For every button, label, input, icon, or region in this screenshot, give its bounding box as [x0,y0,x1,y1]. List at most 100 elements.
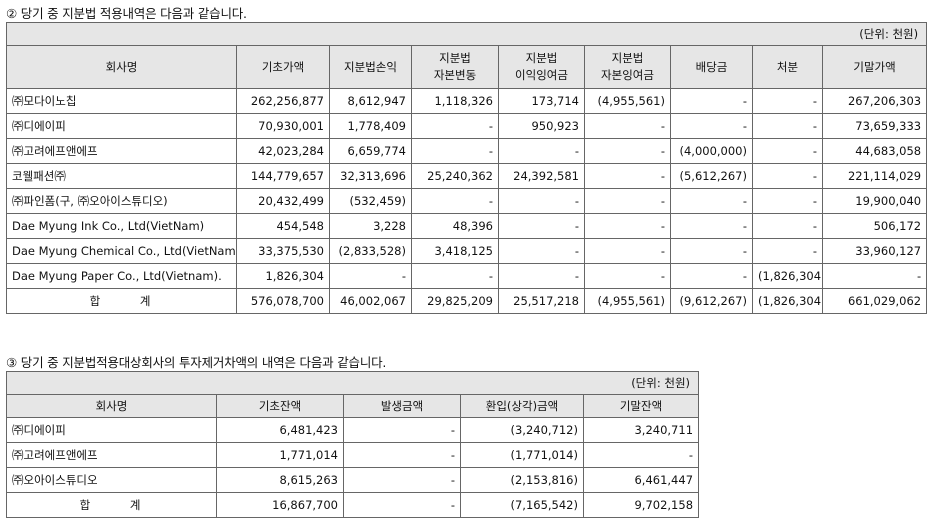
value-cell: 144,779,657 [236,163,330,189]
value-cell: - [343,467,461,493]
value-cell: (5,612,267) [670,163,753,189]
value-cell: 262,256,877 [236,88,330,114]
col-header-capital-surplus: 지분법 자본잉여금 [584,45,671,89]
value-cell: - [752,113,823,139]
value-cell: - [752,138,823,164]
unit-label: (단위: 천원) [5,22,928,46]
value-cell: - [498,188,585,214]
col-header-beginning-balance: 기초잔액 [216,394,344,418]
value-cell: 950,923 [498,113,585,139]
value-cell: - [752,238,823,264]
total-value-cell: 46,002,067 [329,288,412,314]
value-cell: 267,206,303 [821,88,928,114]
value-cell: 48,396 [411,213,499,239]
col-header-beginning: 기초가액 [236,45,330,89]
table-row: ㈜디에이피 70,930,001 1,778,409-950,923- - -73,65… [6,113,928,139]
total-value-cell: 29,825,209 [411,288,499,314]
value-cell: 6,461,447 [582,467,700,493]
value-cell: 42,023,284 [236,138,330,164]
value-cell: 454,548 [236,213,330,239]
col-header-disposal: 처분 [752,45,823,89]
col-header-reversal-amortization: 환입(상각)금액 [460,394,584,418]
table-row: ㈜고려에프앤에프 42,023,284 6,659,774- - - (4,000,000… [6,138,928,164]
value-cell: (4,955,561) [584,88,671,114]
table-row: ㈜오아이스튜디오 8,615,263- (2,153,816) 6,461,447 [6,467,700,493]
value-cell: - [670,88,753,114]
col-header-ending-balance: 기말잔액 [582,394,700,418]
value-cell: (4,000,000) [670,138,753,164]
value-cell: - [584,163,671,189]
value-cell: (1,826,304) [752,263,823,289]
value-cell: 3,240,711 [582,417,700,443]
value-cell: 221,114,029 [821,163,928,189]
value-cell: - [584,188,671,214]
col-header-company: 회사명 [6,45,237,89]
value-cell: (2,833,528) [329,238,412,264]
col-header-company: 회사명 [6,394,217,418]
value-cell: - [411,113,499,139]
company-name-cell: ㈜모다이노칩 [6,88,237,114]
total-value-cell: 9,702,158 [582,492,700,518]
value-cell: - [821,263,928,289]
value-cell: - [329,263,412,289]
company-name-cell: 코웰패션㈜ [6,163,237,189]
value-cell: - [343,442,461,468]
value-cell: - [670,263,753,289]
section3-heading: ③ 당기 중 지분법적용대상회사의 투자제거차액의 내역은 다음과 같습니다. [6,355,387,370]
value-cell: - [411,188,499,214]
value-cell: 3,418,125 [411,238,499,264]
value-cell: - [498,213,585,239]
value-cell: 24,392,581 [498,163,585,189]
col-header-incurred: 발생금액 [343,394,461,418]
total-row: 합 계 16,867,700- (7,165,542) 9,702,158 [6,492,700,518]
company-name-cell: Dae Myung Ink Co., Ltd(VietNam) [6,213,237,239]
value-cell: - [752,88,823,114]
equity-method-table: (단위: 천원) 회사명 기초가액 지분법손익 지분법 자본변동 지분법 이익잉여금… [5,22,928,314]
section2-heading: ② 당기 중 지분법 적용내역은 다음과 같습니다. [6,6,247,21]
total-value-cell: (7,165,542) [460,492,584,518]
value-cell: (532,459) [329,188,412,214]
value-cell: - [752,163,823,189]
value-cell: 73,659,333 [821,113,928,139]
investment-difference-table: (단위: 천원) 회사명 기초잔액 발생금액 환입(상각)금액 기말잔액 ㈜디에… [5,371,700,518]
value-cell: (1,771,014) [460,442,584,468]
company-name-cell: ㈜오아이스튜디오 [6,467,217,493]
total-value-cell: 576,078,700 [236,288,330,314]
value-cell: 33,960,127 [821,238,928,264]
table-row: 코웰패션㈜ 144,779,657 32,313,696 25,240,362 24,3… [6,163,928,189]
unit-label: (단위: 천원) [5,371,700,395]
value-cell: - [584,238,671,264]
value-cell: - [411,138,499,164]
table-row: ㈜고려에프앤에프 1,771,014- (1,771,014) - [6,442,700,468]
value-cell: - [498,238,585,264]
table-row: ㈜파인폼(구, ㈜오아이스튜디오) 20,432,499 (532,459) - - - -… [6,188,928,214]
total-value-cell: 661,029,062 [821,288,928,314]
total-label: 합 계 [6,492,217,518]
col-header-dividend: 배당금 [670,45,753,89]
value-cell: - [670,188,753,214]
value-cell: 1,826,304 [236,263,330,289]
value-cell: 70,930,001 [236,113,330,139]
value-cell: 1,778,409 [329,113,412,139]
value-cell: - [584,138,671,164]
value-cell: 44,683,058 [821,138,928,164]
header-row: 회사명 기초잔액 발생금액 환입(상각)금액 기말잔액 [6,394,700,418]
value-cell: 173,714 [498,88,585,114]
total-value-cell: (1,826,304) [752,288,823,314]
table-row: ㈜모다이노칩 262,256,877 8,612,947 1,118,326 173,7… [6,88,928,114]
company-name-cell: ㈜디에이피 [6,113,237,139]
total-row: 합 계 576,078,700 46,002,067 29,825,209 25,517… [6,288,928,314]
col-header-retained-earnings: 지분법 이익잉여금 [498,45,585,89]
total-label: 합 계 [6,288,237,314]
value-cell: 25,240,362 [411,163,499,189]
value-cell: - [752,188,823,214]
table-row: ㈜디에이피 6,481,423- (3,240,712) 3,240,711 [6,417,700,443]
value-cell: 6,659,774 [329,138,412,164]
value-cell: - [670,113,753,139]
value-cell: 3,228 [329,213,412,239]
value-cell: - [584,263,671,289]
value-cell: - [343,417,461,443]
value-cell: 1,771,014 [216,442,344,468]
value-cell: 506,172 [821,213,928,239]
col-header-ending: 기말가액 [821,45,928,89]
